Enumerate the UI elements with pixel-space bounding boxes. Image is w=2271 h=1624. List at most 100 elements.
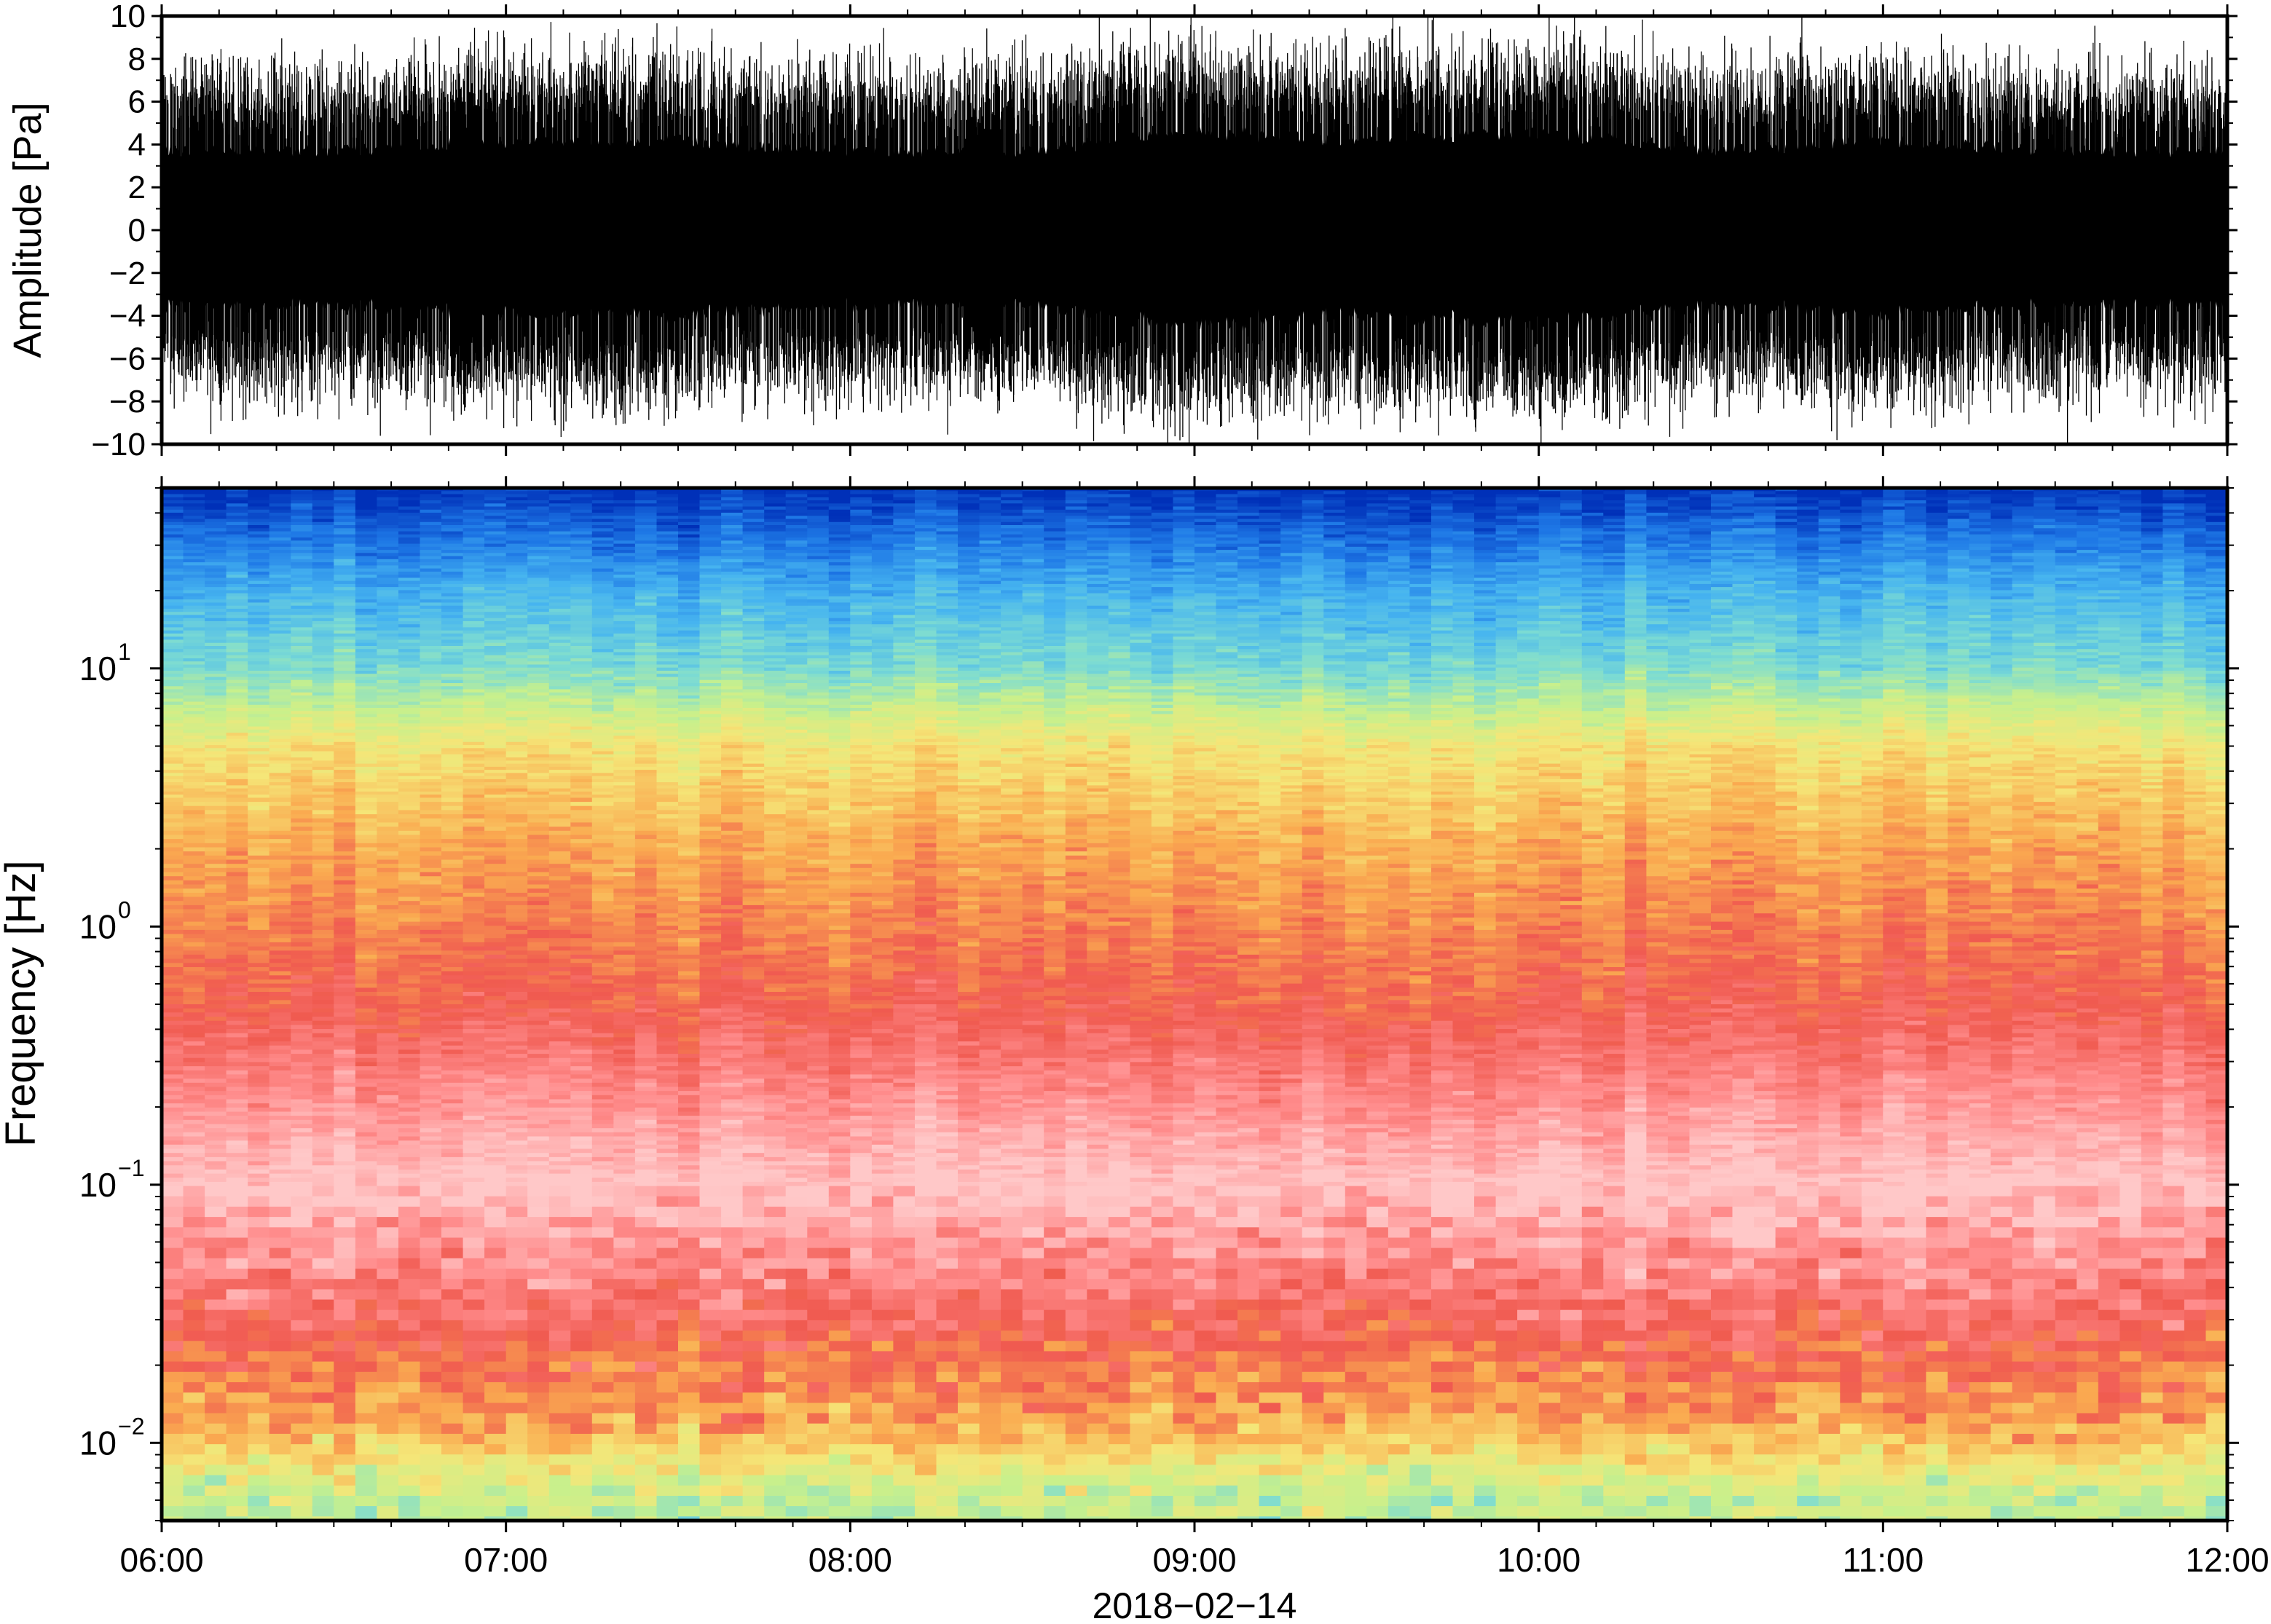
spectrogram-cell [398, 1025, 421, 1030]
spectrogram-cell [248, 1136, 270, 1141]
spectrogram-cell [420, 1161, 442, 1166]
spectrogram-cell [226, 797, 249, 803]
spectrogram-cell [377, 1496, 399, 1507]
spectrogram-cell [334, 562, 356, 567]
spectrogram-cell [355, 630, 378, 634]
spectrogram-cell [613, 543, 636, 548]
spectrogram-cell [269, 1475, 292, 1486]
spectrogram-cell [570, 1119, 593, 1125]
spectrogram-cell [205, 1227, 227, 1239]
spectrogram-cell [377, 642, 399, 647]
spectrogram-cell [248, 723, 270, 728]
spectrogram-cell [248, 491, 270, 495]
spectrogram-cell [269, 679, 292, 684]
spectrogram-cell [355, 506, 378, 511]
spectrogram-cell [377, 1309, 399, 1321]
spectrogram-cells [162, 488, 2227, 1521]
spectrogram-cell [183, 822, 205, 827]
spectrogram-cell [183, 773, 205, 777]
spectrogram-cell [591, 1124, 615, 1129]
spectrogram-cell [441, 540, 464, 545]
spectrogram-cell [269, 1196, 292, 1207]
spectrogram-cell [463, 1128, 486, 1133]
spectrogram-cell [291, 1099, 313, 1104]
spectrogram-cell [420, 562, 442, 567]
spectrogram-cell [162, 938, 184, 943]
spectrogram-cell [183, 847, 205, 852]
spectrogram-cell [205, 1116, 227, 1121]
spectrogram-cell [205, 667, 227, 671]
spectrogram-cell [183, 1403, 205, 1414]
spectrogram-cell [355, 550, 378, 554]
spectrogram-cell [377, 996, 399, 1001]
spectrogram-cell [269, 556, 292, 560]
spectrogram-cell [570, 521, 593, 526]
spectrogram-cell [334, 954, 356, 960]
spectrogram-cell [248, 612, 270, 616]
spectrogram-cell [269, 674, 292, 678]
spectrogram-cell [162, 1074, 184, 1079]
spectrogram-cell [398, 497, 421, 501]
spectrogram-cell [548, 624, 572, 628]
spectrogram-cell [205, 674, 227, 678]
spectrogram-cell [570, 751, 593, 755]
spectrogram-cell [570, 872, 593, 877]
spectrogram-cell [505, 1119, 529, 1125]
spectrogram-cell [334, 497, 356, 501]
spectrogram-cell [463, 773, 486, 777]
spectrogram-cell [248, 689, 270, 693]
spectrogram-cell [226, 763, 249, 768]
spectrogram-cell [420, 954, 442, 960]
spectrogram-cell [355, 776, 378, 780]
spectrogram-cell [484, 1465, 507, 1476]
spectrogram-cell [248, 531, 270, 535]
spectrogram-cell [613, 525, 636, 529]
spectrogram-cell [248, 942, 270, 947]
spectrogram-cell [226, 1351, 249, 1363]
spectrogram-cell [183, 620, 205, 625]
spectrogram-cell [548, 1000, 572, 1005]
spectrogram-cell [527, 550, 550, 554]
spectrogram-cell [398, 565, 421, 569]
spectrogram-cell [377, 590, 399, 594]
spectrogram-cell [183, 1247, 205, 1259]
spectrogram-cell [484, 1153, 507, 1158]
spectrogram-cell [420, 1454, 442, 1466]
spectrogram-cell [591, 1057, 615, 1063]
spectrogram-cell [162, 876, 184, 881]
spectrogram-cell [291, 1066, 313, 1071]
spectrogram-cell [527, 827, 550, 832]
spectrogram-cell [312, 500, 335, 505]
spectrogram-cell [162, 509, 184, 513]
spectrogram-cell [398, 779, 421, 783]
spectrogram-cell [398, 942, 421, 947]
spectrogram-cell [312, 884, 335, 889]
spectrogram-cell [420, 975, 442, 980]
spectrogram-cell [312, 913, 335, 918]
spectrogram-cell [613, 605, 636, 610]
spectrogram-cell [441, 975, 464, 980]
spectrogram-cell [377, 909, 399, 914]
spectrogram-cell [398, 528, 421, 532]
spectrogram-cell [505, 896, 529, 902]
spectrogram-cell [463, 1033, 486, 1038]
spectrogram-cell [334, 1066, 356, 1071]
spectrogram-cell [591, 534, 615, 538]
spectrogram-cell [226, 975, 249, 980]
spectrogram-cell [398, 1107, 421, 1113]
spectrogram-cell [226, 1062, 249, 1067]
spectrogram-cell [591, 686, 615, 690]
spectrogram-cell [248, 593, 270, 597]
spectrogram-cell [248, 500, 270, 505]
spectrogram-cell [291, 543, 313, 548]
spectrogram-cell [548, 488, 572, 492]
spectrogram-cell [269, 855, 292, 861]
spectrogram-cell [527, 1020, 550, 1026]
spectrogram-cell [183, 992, 205, 997]
spectrogram-cell [548, 1136, 572, 1141]
spectrogram-cell [570, 1099, 593, 1104]
spectrogram-cell [398, 509, 421, 513]
spectrogram-cell [248, 519, 270, 523]
spectrogram-cell [377, 1371, 399, 1383]
spectrogram-cell [355, 698, 378, 703]
